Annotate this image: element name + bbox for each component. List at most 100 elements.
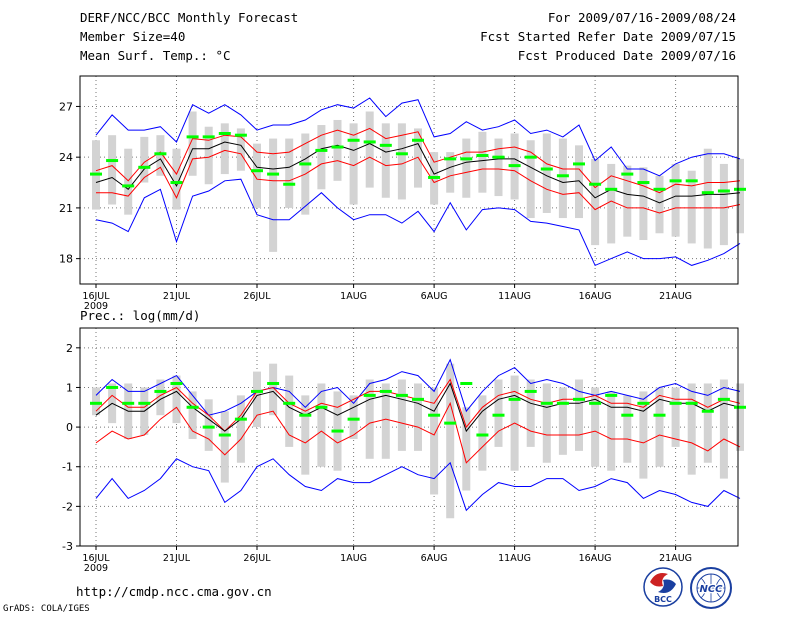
observed-mark xyxy=(734,187,746,191)
observed-mark xyxy=(412,397,424,401)
y-tick-label: 0 xyxy=(66,421,73,434)
ensemble-box xyxy=(381,123,390,198)
ensemble-box xyxy=(623,395,632,463)
observed-mark xyxy=(202,135,215,139)
ensemble-box xyxy=(736,158,744,234)
spread-lower-line xyxy=(96,149,741,214)
ensemble-box xyxy=(156,379,165,416)
x-tick-label: 16JUL xyxy=(82,291,110,302)
bcc-logo: BCC xyxy=(643,567,683,607)
ensemble-box xyxy=(381,383,390,459)
observed-mark xyxy=(669,401,682,405)
observed-mark xyxy=(621,172,634,176)
ensemble-box xyxy=(607,391,616,471)
ensemble-box xyxy=(365,379,374,459)
observed-mark xyxy=(701,191,714,195)
ensemble-box xyxy=(204,399,213,451)
y-tick-label: 24 xyxy=(59,151,73,164)
x-tick-label: 1AUG xyxy=(340,553,367,564)
ensemble-box xyxy=(397,379,406,451)
observed-mark xyxy=(170,181,183,185)
ensemble-box xyxy=(719,163,728,246)
observed-mark xyxy=(701,409,714,413)
x-tick-label: 16AUG xyxy=(579,553,612,564)
ensemble-box xyxy=(526,140,535,219)
x-year-label: 2009 xyxy=(84,301,108,312)
observed-mark xyxy=(154,152,167,156)
ensemble-box xyxy=(188,391,197,439)
x-tick-label: 26JUL xyxy=(243,553,271,564)
observed-mark xyxy=(492,155,505,159)
observed-mark xyxy=(605,393,618,397)
ensemble-box xyxy=(591,387,600,467)
ensemble-box xyxy=(703,383,712,463)
ensemble-box xyxy=(317,383,326,467)
observed-mark xyxy=(106,385,119,389)
member-size-label: Member Size=40 xyxy=(80,29,186,44)
ensemble-box xyxy=(124,148,133,215)
ensemble-box xyxy=(220,123,229,175)
observed-mark xyxy=(605,187,618,191)
observed-mark xyxy=(315,148,328,152)
ensemble-box xyxy=(446,363,455,519)
observed-mark xyxy=(476,433,489,437)
ensemble-box xyxy=(188,111,197,176)
ensemble-box xyxy=(349,123,358,205)
x-tick-label: 21JUL xyxy=(163,291,191,302)
observed-mark xyxy=(492,413,505,417)
plot-frame xyxy=(79,327,739,547)
precip-panel-title: Prec.: log(mm/d) xyxy=(80,308,201,323)
ensemble-box xyxy=(719,379,728,479)
ensemble-box xyxy=(365,111,374,188)
ensemble-box xyxy=(671,163,680,237)
observed-mark xyxy=(299,413,312,417)
ensemble-box xyxy=(285,375,294,447)
ensemble-box xyxy=(478,131,487,193)
ensemble-box xyxy=(301,395,310,475)
ensemble-box xyxy=(269,138,278,252)
ensemble-box xyxy=(494,138,503,197)
source-url[interactable]: http://cmdp.ncc.cma.gov.cn xyxy=(76,584,272,599)
observed-mark xyxy=(524,389,537,393)
observed-mark xyxy=(685,401,698,405)
x-tick-label: 16JUL xyxy=(82,553,110,564)
observed-mark xyxy=(251,389,263,393)
observed-mark xyxy=(138,165,151,169)
observed-mark xyxy=(460,157,473,161)
ensemble-box xyxy=(333,119,342,181)
observed-mark xyxy=(234,417,247,421)
observed-mark xyxy=(170,381,183,385)
ensemble-box xyxy=(156,135,165,176)
x-tick-label: 26JUL xyxy=(243,291,271,302)
observed-mark xyxy=(395,393,408,397)
observed-mark xyxy=(122,401,135,405)
observed-mark xyxy=(186,135,199,139)
ensemble-box xyxy=(236,128,245,171)
observed-mark xyxy=(653,187,666,191)
ensemble-box xyxy=(285,138,294,208)
observed-mark xyxy=(444,421,457,425)
ensemble-min-line xyxy=(95,458,741,512)
ensemble-box xyxy=(639,391,648,479)
y-tick-label: -1 xyxy=(62,461,73,474)
logos: BCC NCC xyxy=(643,567,732,609)
ensemble-box xyxy=(591,158,600,246)
ensemble-box xyxy=(414,383,422,451)
y-tick-label: 2 xyxy=(66,342,73,355)
y-tick-label: 18 xyxy=(59,253,73,266)
observed-mark xyxy=(299,162,312,166)
observed-mark xyxy=(573,397,585,401)
x-tick-label: 1AUG xyxy=(340,291,367,302)
observed-mark xyxy=(717,189,730,193)
observed-mark xyxy=(347,417,360,421)
observed-mark xyxy=(283,182,296,186)
ensemble-max-line xyxy=(95,97,741,177)
x-tick-label: 11AUG xyxy=(498,291,531,302)
observed-mark xyxy=(685,179,698,183)
ensemble-box xyxy=(397,123,406,200)
observed-mark xyxy=(218,131,231,135)
figure-title: DERF/NCC/BCC Monthly Forecast xyxy=(80,10,299,25)
observed-mark xyxy=(379,143,392,147)
